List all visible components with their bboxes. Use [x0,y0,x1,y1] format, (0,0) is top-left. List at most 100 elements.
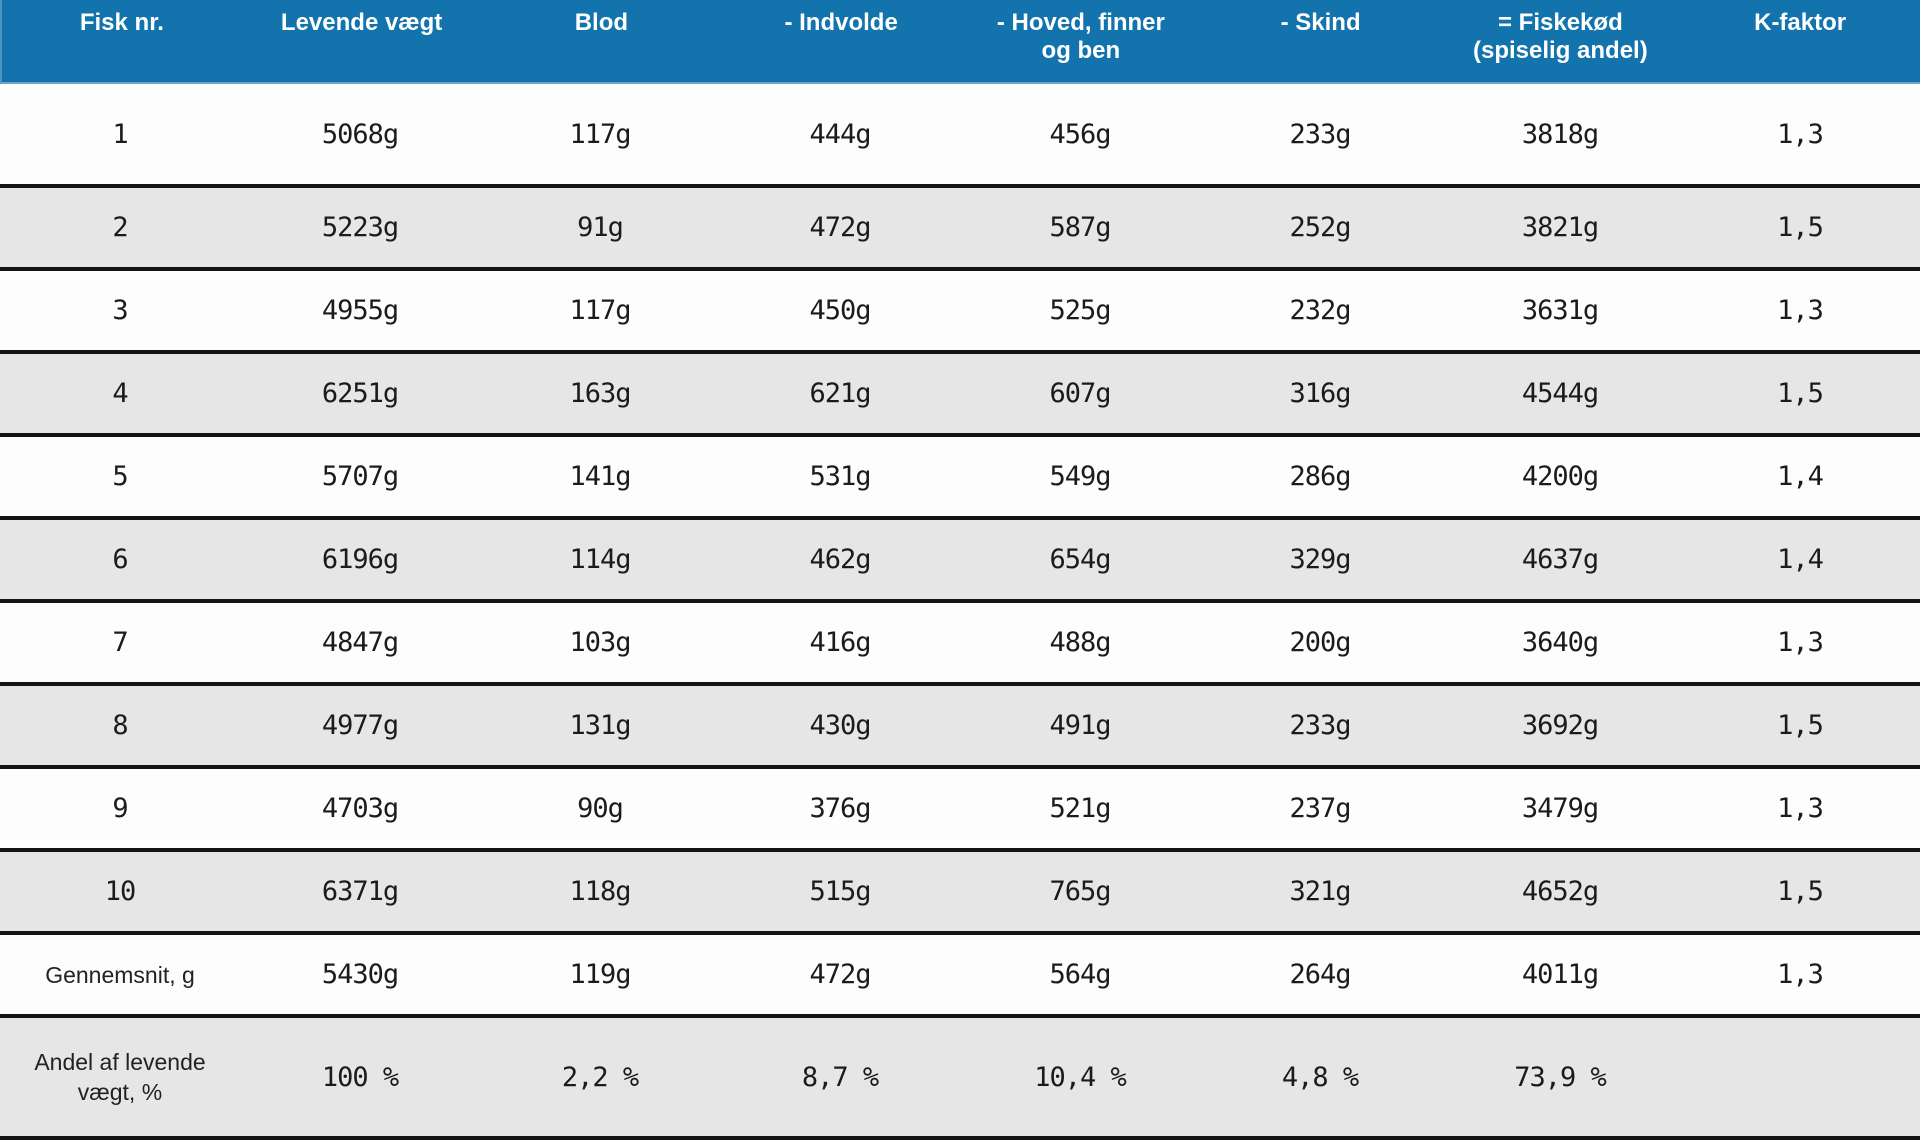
table-cell: 200g [1289,627,1351,658]
table-cell: 100 % [321,1061,399,1093]
table-cell: 252g [1289,212,1351,243]
table-cell: 117g [569,295,631,326]
table-cell: 472g [809,959,871,990]
table-cell: 73,9 % [1514,1061,1607,1093]
table-cell: 10,4 % [1034,1061,1127,1093]
table-row: 4 6251g 163g 621g 607g 316g 4544g 1,5 [0,350,1920,433]
table-cell: 232g [1289,295,1351,326]
table-cell: 90g [577,793,624,824]
table-cell: 237g [1289,793,1351,824]
column-header-fiskekoed: = Fiskekød (spiselig andel) [1473,9,1648,64]
table-cell: 1,3 [1777,627,1824,658]
row-header-cell: 8 [112,710,128,741]
table-cell: 1,5 [1777,212,1824,243]
row-header-cell: 1 [112,118,128,150]
table-cell: 114g [569,544,631,575]
table-cell: 1,5 [1777,710,1824,741]
table-cell: 607g [1049,378,1111,409]
row-header-cell: 9 [112,793,128,824]
table-cell: 118g [569,876,631,907]
table-cell: 3479g [1521,793,1599,824]
table-cell: 316g [1289,378,1351,409]
table-cell: 2,2 % [561,1061,639,1093]
row-header-cell: 3 [112,295,128,326]
table-cell: 491g [1049,710,1111,741]
table-cell: 6371g [321,876,399,907]
table-row: 2 5223g 91g 472g 587g 252g 3821g 1,5 [0,184,1920,267]
table-header-row: Fisk nr. Levende vægt Blod - Indvolde - … [0,0,1920,84]
table-cell: 3818g [1521,118,1599,150]
table-cell: 462g [809,544,871,575]
row-header-cell: Andel af levende vægt, % [34,1049,206,1105]
table-cell: 163g [569,378,631,409]
table-cell: 587g [1049,212,1111,243]
table-body: 1 5068g 117g 444g 456g 233g 3818g 1,3 2 5223g 91g 4… [0,84,1920,1136]
table-cell: 450g [809,295,871,326]
table-cell: 3640g [1521,627,1599,658]
column-header-indvolde: - Indvolde [784,9,898,36]
table-cell: 654g [1049,544,1111,575]
table-cell: 4652g [1521,876,1599,907]
table-cell: 1,3 [1777,118,1824,150]
row-header-cell: 4 [112,378,128,409]
table-cell: 286g [1289,461,1351,492]
column-header-blod: Blod [574,9,629,36]
table-cell: 1,3 [1777,959,1824,990]
table-cell: 488g [1049,627,1111,658]
table-cell: 91g [577,212,624,243]
column-header-skind: - Skind [1280,9,1361,36]
table-cell: 8,7 % [801,1061,879,1093]
table-row: Andel af levende vægt, % 100 % 2,2 % 8,7 % 1… [0,1014,1920,1136]
table-cell: 4011g [1521,959,1599,990]
table-cell: 233g [1289,118,1351,150]
table-cell: 4,8 % [1281,1061,1359,1093]
table-cell: 3821g [1521,212,1599,243]
row-header-cell: 7 [112,627,128,658]
table-cell: 525g [1049,295,1111,326]
table-cell: 5223g [321,212,399,243]
table-cell: 5068g [321,118,399,150]
table-cell: 1,5 [1777,378,1824,409]
row-header-cell: Gennemsnit, g [45,961,195,988]
table-row: 3 4955g 117g 450g 525g 232g 3631g 1,3 [0,267,1920,350]
table-row: Gennemsnit, g 5430g 119g 472g 564g 264g 4011g 1… [0,931,1920,1014]
table-cell [1680,1018,1920,1136]
row-header-cell: 6 [112,544,128,575]
table-cell: 4955g [321,295,399,326]
column-header-fisk-nr: Fisk nr. [79,9,164,36]
row-header-cell: 5 [112,461,128,492]
table-row: 6 6196g 114g 462g 654g 329g 4637g 1,4 [0,516,1920,599]
table-cell: 119g [569,959,631,990]
table-cell: 4977g [321,710,399,741]
table-cell: 4703g [321,793,399,824]
table-row: 1 5068g 117g 444g 456g 233g 3818g 1,3 [0,84,1920,184]
table-cell: 549g [1049,461,1111,492]
table-cell: 444g [809,118,871,150]
column-header-levende-vaegt: Levende vægt [280,9,443,36]
row-header-cell: 10 [104,876,137,907]
table-cell: 376g [809,793,871,824]
table-cell: 1,4 [1777,461,1824,492]
table-row: 7 4847g 103g 416g 488g 200g 3640g 1,3 [0,599,1920,682]
table-cell: 621g [809,378,871,409]
table-cell: 430g [809,710,871,741]
table-cell: 531g [809,461,871,492]
table-cell: 6196g [321,544,399,575]
table-cell: 564g [1049,959,1111,990]
table-cell: 765g [1049,876,1111,907]
table-cell: 103g [569,627,631,658]
table-cell: 6251g [321,378,399,409]
table-row: 5 5707g 141g 531g 549g 286g 4200g 1,4 [0,433,1920,516]
table-cell: 4544g [1521,378,1599,409]
table-cell: 264g [1289,959,1351,990]
table-cell: 141g [569,461,631,492]
table-cell: 117g [569,118,631,150]
table-cell: 3692g [1521,710,1599,741]
table-cell: 321g [1289,876,1351,907]
table-cell: 3631g [1521,295,1599,326]
table-cell: 4847g [321,627,399,658]
table-row: 10 6371g 118g 515g 765g 321g 4652g 1,5 [0,848,1920,931]
table-cell: 1,3 [1777,793,1824,824]
row-header-cell: 2 [112,212,128,243]
